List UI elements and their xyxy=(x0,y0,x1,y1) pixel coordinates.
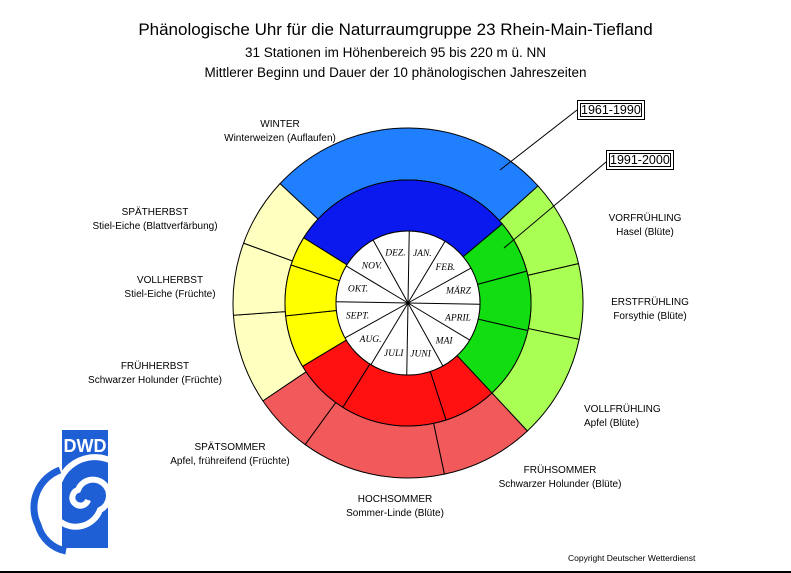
period-label-1991-2000: 1991-2000 xyxy=(606,150,674,170)
chart-subtitle-stations: 31 Stationen im Höhenbereich 95 bis 220 … xyxy=(245,45,546,60)
season-spaetherbst: SPÄTHERBST Stiel-Eiche (Blattverfärbung) xyxy=(70,206,240,234)
bottom-border xyxy=(0,571,791,573)
month-divider xyxy=(370,302,409,365)
month-divider xyxy=(344,302,409,339)
season-name: SPÄTHERBST xyxy=(121,207,189,218)
season-phase: Stiel-Eiche (Früchte) xyxy=(124,289,216,300)
outer-segment-erstfruehling xyxy=(527,263,584,340)
month-divider xyxy=(407,302,444,367)
season-phase: Forsythie (Blüte) xyxy=(613,311,687,322)
season-phase: Hasel (Blüte) xyxy=(616,227,674,238)
month-divider xyxy=(406,302,409,375)
season-winter: WINTER Winterweizen (Auflaufen) xyxy=(170,118,390,146)
season-fruehsommer: FRÜHSOMMER Schwarzer Holunder (Blüte) xyxy=(480,464,640,492)
season-phase: Stiel-Eiche (Blattverfärbung) xyxy=(92,221,218,232)
season-name: SPÄTSOMMER xyxy=(194,442,266,453)
season-name: VOLLHERBST xyxy=(136,275,204,286)
month-divider xyxy=(407,241,446,304)
season-vollherbst: VOLLHERBST Stiel-Eiche (Früchte) xyxy=(95,274,245,302)
dwd-logo: DWD xyxy=(30,430,136,555)
season-name: ERSTFRÜHLING xyxy=(611,297,689,308)
season-vorfruehling: VORFRÜHLING Hasel (Blüte) xyxy=(585,212,705,240)
period-label-1961-1990: 1961-1990 xyxy=(577,100,645,120)
season-phase: Apfel, frühreifend (Früchte) xyxy=(170,456,290,467)
month-label: AUG. xyxy=(359,335,382,345)
season-name: FRÜHHERBST xyxy=(120,361,190,372)
month-label: MÄRZ xyxy=(445,284,472,296)
season-name: VOLLFRÜHLING xyxy=(584,404,661,415)
month-label: JULI xyxy=(384,349,404,359)
season-phase: Schwarzer Holunder (Früchte) xyxy=(88,375,222,386)
chart-subtitle-description: Mittlerer Beginn und Dauer der 10 phänol… xyxy=(204,65,587,80)
month-label: MAI xyxy=(435,336,454,346)
chart-title: Phänologische Uhr für die Naturraumgrupp… xyxy=(138,20,653,39)
month-divider xyxy=(407,302,480,305)
month-divider xyxy=(407,231,410,304)
month-label: OKT. xyxy=(348,285,368,295)
month-divider xyxy=(407,267,472,304)
season-hochsommer: HOCHSOMMER Sommer-Linde (Blüte) xyxy=(320,493,470,521)
month-label: JUNI xyxy=(410,349,431,359)
month-label: SEPT. xyxy=(346,312,369,322)
month-label: NOV. xyxy=(361,262,382,272)
month-label: DEZ. xyxy=(384,249,405,259)
season-phase: Winterweizen (Auflaufen) xyxy=(224,133,336,144)
dwd-logo-text: DWD xyxy=(64,436,107,456)
month-label: JAN. xyxy=(413,249,432,259)
month-label: APRIL xyxy=(444,313,471,323)
season-name: FRÜHSOMMER xyxy=(523,465,597,476)
month-divider xyxy=(346,265,409,304)
season-name: WINTER xyxy=(260,119,300,130)
season-fruehherbst: FRÜHHERBST Schwarzer Holunder (Früchte) xyxy=(70,360,240,388)
season-phase: Schwarzer Holunder (Blüte) xyxy=(498,479,622,490)
month-divider xyxy=(336,301,409,304)
month-divider xyxy=(407,302,470,341)
month-label: FEB. xyxy=(435,263,456,273)
leader-line-1961-1990 xyxy=(499,109,578,171)
leader-line-1991-2000 xyxy=(503,161,607,249)
season-vollfruehling: VOLLFRÜHLING Apfel (Blüte) xyxy=(584,403,704,431)
season-phase: Sommer-Linde (Blüte) xyxy=(346,508,444,519)
season-name: VORFRÜHLING xyxy=(608,213,682,224)
clock-rings xyxy=(232,127,584,479)
season-name: HOCHSOMMER xyxy=(357,494,433,505)
month-divider xyxy=(372,239,409,304)
copyright-notice: Copyright Deutscher Wetterdienst xyxy=(568,553,696,563)
season-erstfruehling: ERSTFRÜHLING Forsythie (Blüte) xyxy=(590,296,710,324)
season-spaetsommer: SPÄTSOMMER Apfel, frühreifend (Früchte) xyxy=(140,441,320,469)
season-phase: Apfel (Blüte) xyxy=(584,418,640,429)
period-leader-lines xyxy=(499,109,607,249)
